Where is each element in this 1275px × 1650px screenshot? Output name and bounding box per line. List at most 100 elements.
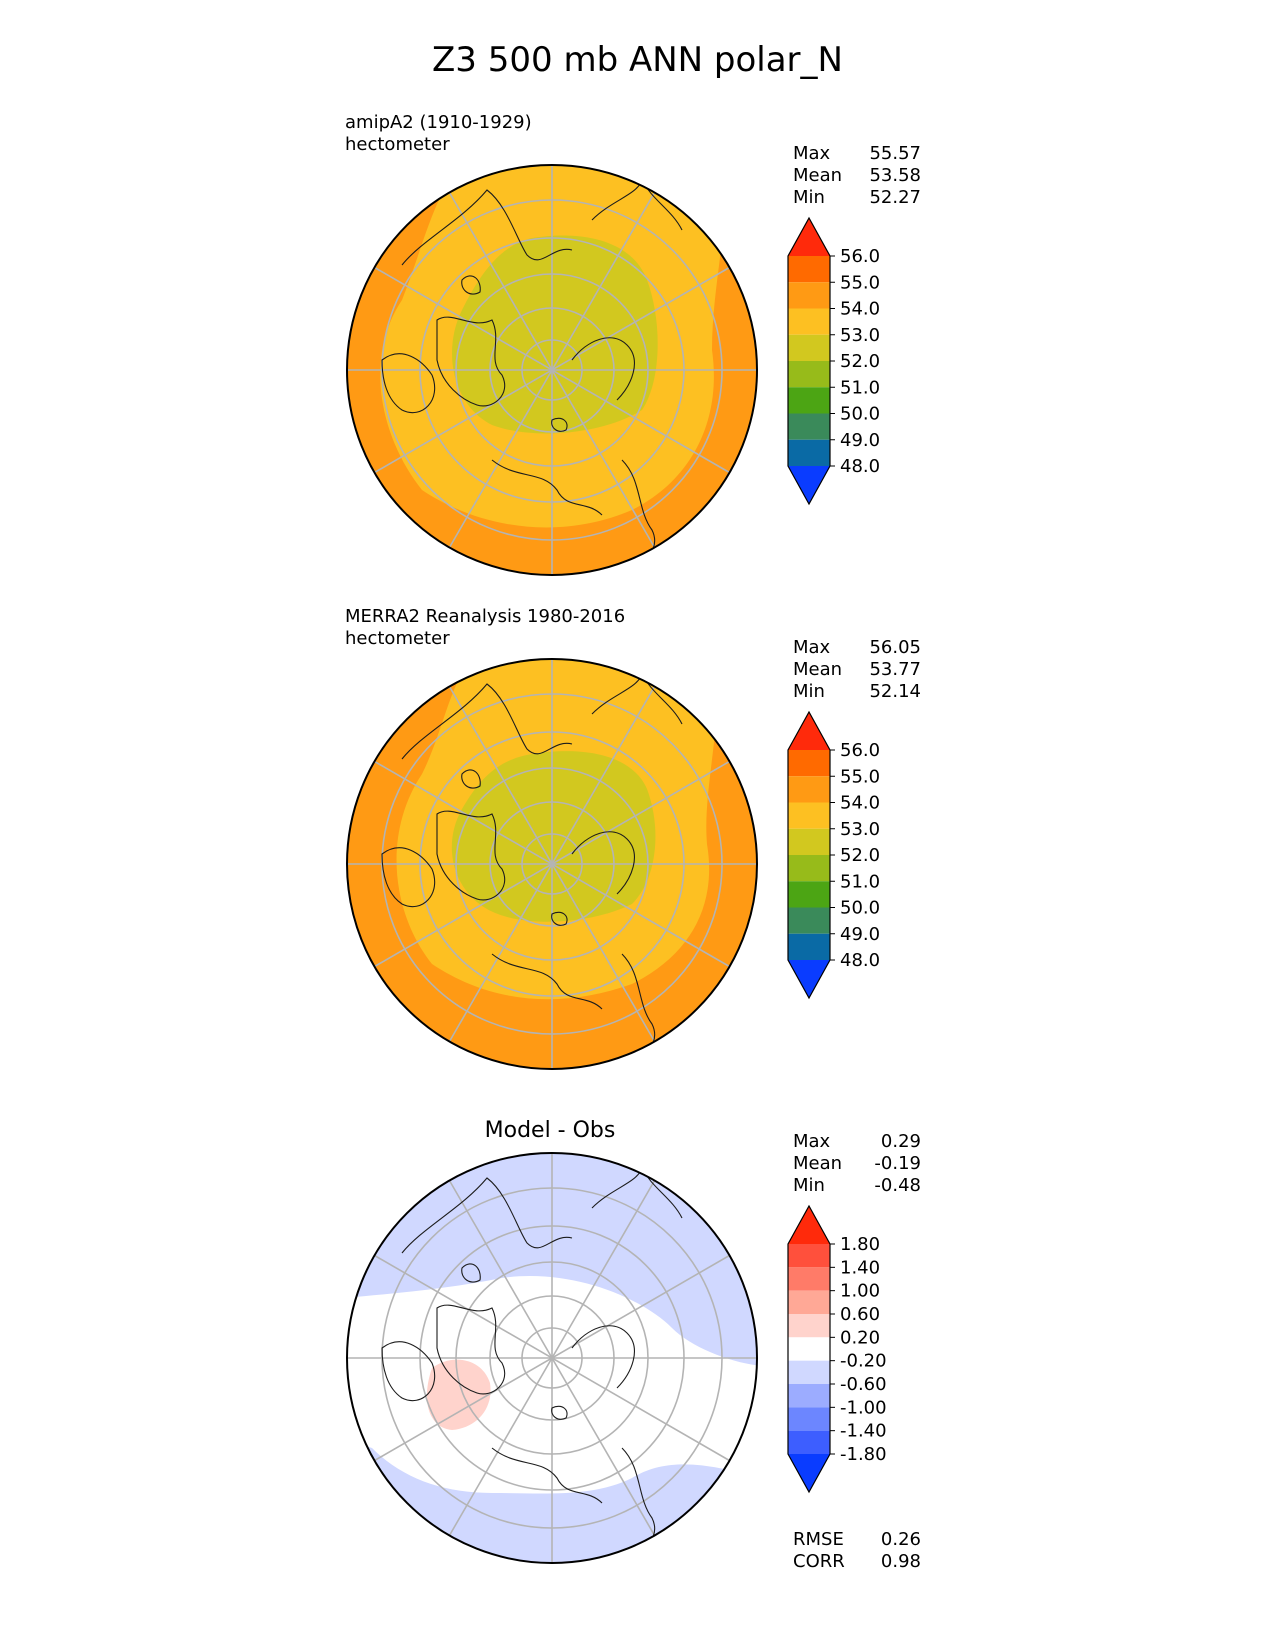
coastlines xyxy=(381,1166,683,1563)
graticule xyxy=(347,659,757,1069)
colorbar-tick-label: -1.40 xyxy=(840,1421,887,1442)
contour-52-53 xyxy=(451,751,656,922)
stat-row: Min 52.14 xyxy=(793,681,921,703)
map-boundary xyxy=(346,164,758,576)
colorbar-tick-label: 53.0 xyxy=(840,819,880,840)
panel-2-colorbar: 56.0 55.0 54.0 53.0 52.0 51.0 50.0 49.0 48.0 xyxy=(787,710,880,1000)
stat-value: 53.58 xyxy=(869,165,921,186)
stat-value: 55.57 xyxy=(869,143,921,164)
colorbar-segment xyxy=(788,1430,830,1454)
colorbar-segment xyxy=(788,361,830,388)
stat-name: Mean xyxy=(793,659,843,680)
colorbar-segment xyxy=(788,1360,830,1384)
colorbar-tick-label: 50.0 xyxy=(840,898,880,919)
colorbar-tick-label: 56.0 xyxy=(840,740,880,761)
stat-value: 53.77 xyxy=(869,659,921,680)
colorbar-tick-label: 50.0 xyxy=(840,404,880,425)
colorbar-segment xyxy=(788,802,830,829)
stat-row: Max 56.05 xyxy=(793,637,921,659)
panel-2-map xyxy=(346,658,758,1070)
colorbar-segment xyxy=(788,1337,830,1361)
panel-2-units: hectometer xyxy=(345,628,450,649)
colorbar-tick-label: 54.0 xyxy=(840,299,880,320)
map-boundary xyxy=(346,1152,758,1564)
stat-name: Max xyxy=(793,143,831,164)
colorbar-tick-label: 48.0 xyxy=(840,950,880,971)
panel-2-stats: Max 56.05 Mean 53.77 Min 52.14 xyxy=(793,637,921,703)
panel-2-label: MERRA2 Reanalysis 1980-2016 hectometer xyxy=(345,606,625,650)
colorbar-extend-min xyxy=(788,960,830,998)
colorbar-segment xyxy=(788,881,830,908)
colorbar-segment xyxy=(788,334,830,361)
stat-name: Min xyxy=(793,1175,825,1196)
colorbar-tick-label: 52.0 xyxy=(840,351,880,372)
figure-title: Z3 500 mb ANN polar_N xyxy=(432,40,843,80)
colorbar-segment xyxy=(788,855,830,882)
colorbar-extend-min xyxy=(788,1454,830,1492)
colorbar-tick-label: 51.0 xyxy=(840,871,880,892)
colorbar-segment xyxy=(788,776,830,803)
stat-name: Max xyxy=(793,1131,831,1152)
panel-3-title: Model - Obs xyxy=(484,1118,616,1143)
colorbar-segment xyxy=(788,256,830,283)
panel-3-colorbar: 1.801.40 1.000.600.20 -0.20-0.60-1.00 -1.40… xyxy=(787,1204,887,1494)
panel-3-map xyxy=(346,1152,758,1564)
stat-row: Max 0.29 xyxy=(793,1131,921,1153)
graticule xyxy=(347,165,757,575)
colorbar-segment xyxy=(788,907,830,934)
stat-value: 0.29 xyxy=(880,1131,921,1152)
colorbar-segment xyxy=(788,439,830,466)
stat-row: CORR 0.98 xyxy=(793,1551,921,1573)
panel-3-footer: RMSE 0.26 CORR 0.98 xyxy=(793,1529,921,1573)
colorbar-tick-label: 55.0 xyxy=(840,766,880,787)
stat-name: Mean xyxy=(793,165,843,186)
colorbar-tick-label: 1.80 xyxy=(840,1234,880,1255)
panel-1-label: amipA2 (1910-1929) hectometer xyxy=(345,112,532,156)
panel-2-name: MERRA2 Reanalysis 1980-2016 xyxy=(345,606,626,627)
colorbar-tick-label: 1.00 xyxy=(840,1281,880,1302)
map-boundary xyxy=(346,658,758,1070)
colorbar-extend-max xyxy=(788,218,830,256)
colorbar-tick-label: 52.0 xyxy=(840,845,880,866)
colorbar-segment xyxy=(788,1267,830,1291)
colorbar-segment xyxy=(788,1407,830,1431)
panel-1-units: hectometer xyxy=(345,134,450,155)
stat-value: 56.05 xyxy=(869,637,921,658)
colorbar-extend-max xyxy=(788,712,830,750)
stat-row: Mean 53.77 xyxy=(793,659,921,681)
panel-1-name: amipA2 (1910-1929) xyxy=(345,112,532,133)
colorbar-tick-label: 54.0 xyxy=(840,793,880,814)
colorbar-segment xyxy=(788,1314,830,1338)
colorbar-tick-label: 0.20 xyxy=(840,1327,880,1348)
colorbar-segment xyxy=(788,1290,830,1314)
stat-value: 52.27 xyxy=(869,187,921,208)
colorbar-segment xyxy=(788,413,830,440)
colorbar-segment xyxy=(788,1384,830,1408)
stat-row: Max 55.57 xyxy=(793,143,921,165)
panel-1-map xyxy=(346,164,758,576)
colorbar-tick-label: -1.00 xyxy=(840,1397,887,1418)
colorbar-tick-label: 49.0 xyxy=(840,924,880,945)
colorbar-tick-label: 1.40 xyxy=(840,1257,880,1278)
colorbar-tick-label: 55.0 xyxy=(840,272,880,293)
colorbar-segment xyxy=(788,282,830,309)
panel-3-stats: Max 0.29 Mean -0.19 Min -0.48 xyxy=(793,1131,921,1197)
stat-value: 0.26 xyxy=(880,1529,921,1550)
colorbar-segment xyxy=(788,387,830,414)
colorbar-segment xyxy=(788,933,830,960)
colorbar-tick-label: -0.60 xyxy=(840,1374,887,1395)
stat-row: Min -0.48 xyxy=(793,1175,921,1197)
stat-value: 0.98 xyxy=(880,1551,921,1572)
stat-row: Min 52.27 xyxy=(793,187,921,209)
colorbar-extend-min xyxy=(788,466,830,504)
stat-value: 52.14 xyxy=(869,681,921,702)
stat-name: Mean xyxy=(793,1153,843,1174)
colorbar-extend-max xyxy=(788,1206,830,1244)
colorbar-segment xyxy=(788,308,830,335)
stat-value: -0.48 xyxy=(874,1175,921,1196)
colorbar-segment xyxy=(788,828,830,855)
stat-row: RMSE 0.26 xyxy=(793,1529,921,1551)
colorbar-tick-label: -1.80 xyxy=(840,1444,887,1465)
colorbar-segment xyxy=(788,750,830,777)
colorbar-tick-label: 0.60 xyxy=(840,1304,880,1325)
